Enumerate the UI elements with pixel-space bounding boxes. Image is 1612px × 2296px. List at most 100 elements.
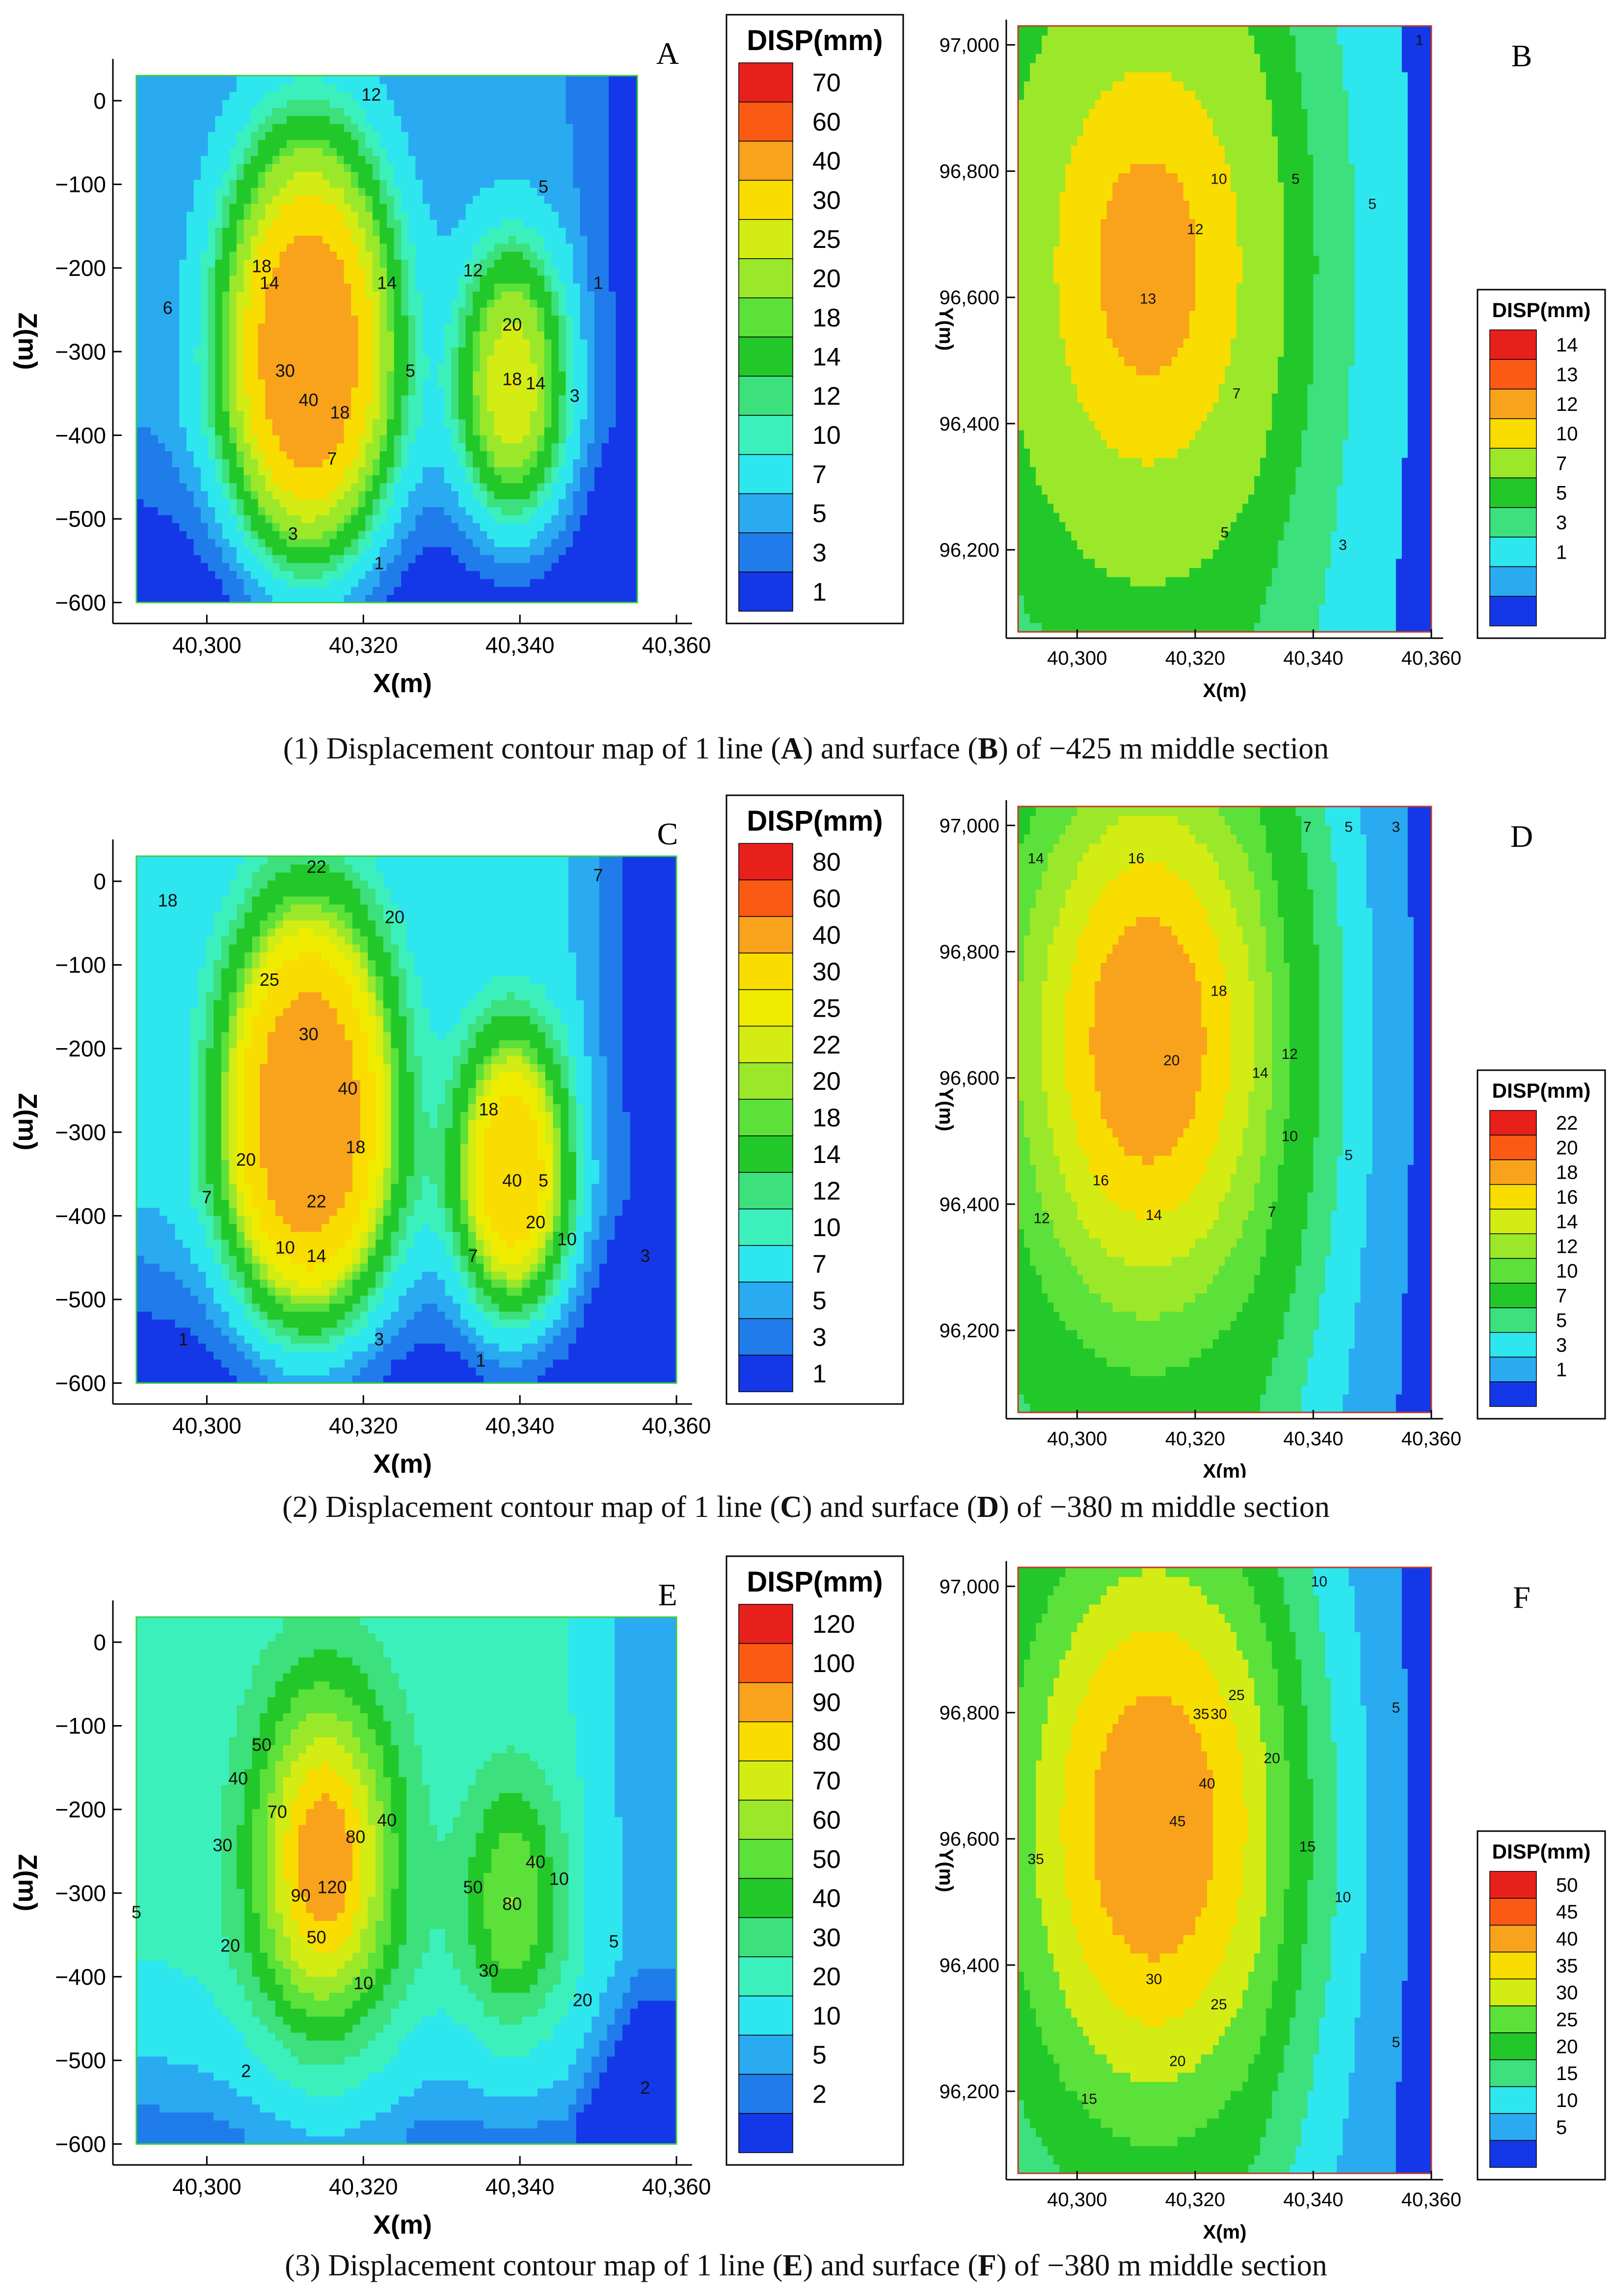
contour-cell <box>308 315 316 324</box>
contour-cell <box>623 251 631 260</box>
contour-cell <box>601 211 609 220</box>
contour-cell <box>444 179 452 188</box>
contour-cell <box>215 243 223 252</box>
contour-cell <box>630 466 638 475</box>
contour-cell <box>322 594 330 603</box>
contour-cell <box>559 123 566 132</box>
contour-cell <box>351 331 359 340</box>
contour-cell <box>258 570 266 579</box>
contour-cell <box>265 299 273 308</box>
contour-cell <box>430 171 437 180</box>
contour-cell <box>473 427 481 435</box>
contour-cell <box>1030 154 1036 164</box>
contour-cell <box>365 403 373 411</box>
contour-cell <box>329 195 337 204</box>
contour-cell <box>208 219 215 228</box>
contour-cell <box>437 76 445 84</box>
contour-cell <box>287 83 295 92</box>
contour-cell <box>587 522 595 531</box>
contour-cell <box>222 347 230 356</box>
contour-cell <box>201 522 209 531</box>
contour-cell <box>329 586 337 595</box>
contour-cell <box>1036 44 1042 54</box>
contour-cell <box>315 403 323 411</box>
contour-cell <box>623 395 631 404</box>
contour-cell <box>501 339 509 348</box>
contour-cell <box>437 363 445 372</box>
contour-cell <box>1024 145 1030 155</box>
contour-cell <box>401 211 409 220</box>
contour-cell <box>329 499 337 508</box>
contour-cell <box>501 411 509 420</box>
contour-cell <box>222 546 230 555</box>
contour-cell <box>465 251 473 260</box>
contour-label: 40 <box>299 390 319 410</box>
contour-cell <box>408 323 416 332</box>
contour-cell <box>193 83 201 92</box>
contour-cell <box>415 427 423 435</box>
contour-cell <box>344 578 351 587</box>
contour-cell <box>458 403 466 411</box>
contour-cell <box>1036 26 1042 36</box>
contour-cell <box>201 586 209 595</box>
contour-cell <box>465 507 473 515</box>
contour-cell <box>415 235 423 244</box>
contour-cell <box>565 578 573 587</box>
contour-cell <box>1024 521 1030 532</box>
contour-cell <box>530 475 538 484</box>
contour-cell <box>337 563 345 571</box>
contour-cell <box>387 243 395 252</box>
contour-cell <box>179 514 187 523</box>
contour-cell <box>337 291 345 300</box>
contour-cell <box>215 475 223 484</box>
contour-cell <box>494 163 502 172</box>
contour-cell <box>494 323 502 332</box>
contour-cell <box>236 323 244 332</box>
contour-cell <box>243 427 251 435</box>
contour-cell <box>222 427 230 435</box>
contour-cell <box>494 283 502 292</box>
contour-cell <box>544 466 552 475</box>
contour-cell <box>537 594 545 603</box>
contour-cell <box>594 586 602 595</box>
contour-cell <box>465 283 473 292</box>
contour-cell <box>372 251 380 260</box>
contour-cell <box>544 339 552 348</box>
contour-cell <box>1030 26 1036 36</box>
contour-cell <box>430 267 437 276</box>
contour-cell <box>358 275 366 284</box>
contour-cell <box>143 91 151 100</box>
contour-cell <box>451 379 459 388</box>
contour-cell <box>372 379 380 388</box>
contour-cell <box>301 451 309 459</box>
contour-cell <box>580 387 588 396</box>
contour-cell <box>351 163 359 172</box>
contour-cell <box>551 76 559 84</box>
contour-cell <box>501 563 509 571</box>
contour-cell <box>587 411 595 420</box>
contour-cell <box>344 594 351 603</box>
contour-cell <box>251 355 259 364</box>
contour-cell <box>616 203 623 212</box>
contour-cell <box>372 147 380 156</box>
contour-cell <box>594 570 602 579</box>
contour-cell <box>515 323 523 332</box>
contour-cell <box>201 147 209 156</box>
contour-cell <box>1036 576 1042 587</box>
contour-cell <box>372 554 380 563</box>
contour-cell <box>430 522 437 531</box>
contour-cell <box>473 514 481 523</box>
contour-cell <box>387 379 395 388</box>
contour-cell <box>616 475 623 484</box>
contour-cell <box>201 594 209 603</box>
contour-cell <box>1036 521 1042 532</box>
contour-cell <box>251 275 259 284</box>
contour-cell <box>616 466 623 475</box>
contour-cell <box>265 99 273 108</box>
contour-cell <box>465 203 473 212</box>
contour-cell <box>337 387 345 396</box>
contour-cell <box>523 195 531 204</box>
contour-cell <box>365 76 373 84</box>
contour-cell <box>179 371 187 379</box>
contour-cell <box>415 499 423 508</box>
